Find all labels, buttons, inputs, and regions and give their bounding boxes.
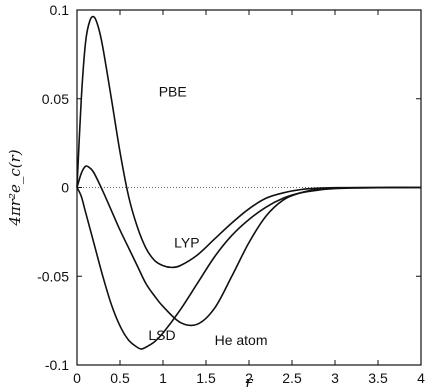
x-tick-label: 3.5: [368, 370, 388, 386]
annotation-lyp: LYP: [174, 235, 199, 251]
x-tick-label: 0.5: [110, 370, 130, 386]
y-tick-label: -0.05: [37, 268, 69, 284]
annotation-lsd: LSD: [148, 327, 175, 343]
x-tick-label: 3: [331, 370, 339, 386]
annotations: PBE LYP LSD He atom: [148, 84, 268, 348]
x-tick-label: 2: [245, 370, 253, 386]
ticks: 0 0.5 1 1.5 2 2.5 3 3.5 4 0.1 0.05 0 -0.05 -0.1: [37, 2, 425, 386]
series-line-lyp: [76, 165, 422, 327]
y-tick-label: -0.1: [45, 357, 69, 373]
series-group: [76, 15, 422, 350]
x-tick-label: 2.5: [282, 370, 302, 386]
x-tick-label: 1: [159, 370, 167, 386]
annotation-pbe: PBE: [159, 84, 187, 100]
y-tick-label: 0.05: [42, 91, 69, 107]
x-tick-label: 4: [417, 370, 425, 386]
series-line-lsd: [76, 186, 422, 350]
y-tick-label: 0: [61, 180, 69, 196]
x-axis-label: r: [245, 373, 253, 390]
y-axis-label: 4πr²e_c(r): [6, 149, 24, 226]
series-line-pbe: [76, 15, 422, 269]
x-tick-label: 0: [73, 370, 81, 386]
annotation-he-atom: He atom: [215, 332, 268, 348]
x-tick-label: 1.5: [196, 370, 216, 386]
y-tick-label: 0.1: [50, 2, 70, 18]
